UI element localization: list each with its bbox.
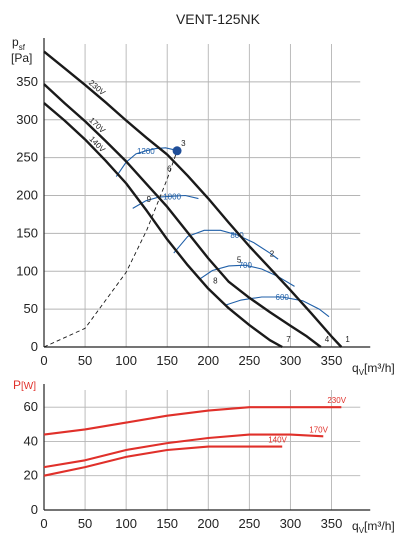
pressure-curve-230v [43, 50, 343, 348]
pressure-x-tick-100: 100 [115, 353, 137, 368]
pressure-x-tick-labels: 0 50 100 150 200 250 300 350 [40, 353, 342, 368]
power-x-tick-50: 50 [78, 516, 92, 531]
rpm-label-700: 700 [239, 261, 253, 270]
operating-points: 1 2 3 4 5 6 7 8 9 [147, 139, 351, 344]
operating-point-label-3: 3 [181, 139, 186, 148]
pressure-y-tick-300: 300 [16, 112, 38, 127]
pressure-y-label-main: p [12, 35, 19, 49]
operating-point-label-1: 1 [345, 335, 350, 344]
power-curve-140v [43, 445, 283, 477]
pressure-chart: 0 50 100 150 200 250 300 350 0 50 100 150 200 250 300… [11, 35, 395, 377]
pressure-curve-140v [43, 102, 283, 349]
pressure-y-tick-200: 200 [16, 188, 38, 203]
power-y-label-unit: [W] [21, 381, 36, 392]
power-y-tick-0: 0 [31, 502, 38, 517]
duct-characteristic-line [43, 150, 178, 348]
pressure-y-tick-250: 250 [16, 150, 38, 165]
power-x-label-sub: V [359, 526, 365, 535]
pressure-x-tick-250: 250 [238, 353, 260, 368]
pressure-curve-170v [43, 83, 322, 348]
rpm-curves: 1200 1000 800 700 600 [115, 147, 330, 318]
pressure-y-label-unit: [Pa] [11, 51, 32, 65]
power-curve-230v [43, 406, 342, 436]
pressure-y-label-sub: sf [19, 43, 26, 52]
pressure-x-tick-200: 200 [197, 353, 219, 368]
power-curves: 230V 170V 140V [43, 396, 347, 477]
pressure-y-tick-100: 100 [16, 263, 38, 278]
rpm-curve-600 [224, 296, 330, 318]
pressure-x-label-main: q [352, 361, 359, 375]
power-curve-170v [43, 433, 324, 469]
power-curve-label-170v: 170V [309, 425, 328, 434]
pressure-x-label-unit: [m³/h] [364, 361, 395, 375]
rpm-curve-1000 [132, 194, 199, 209]
power-x-tick-100: 100 [115, 516, 137, 531]
operating-point-label-8: 8 [213, 277, 218, 286]
power-x-label-main: q [352, 519, 359, 533]
power-y-label-main: P [13, 378, 21, 392]
power-chart: 0 20 40 60 0 50 100 150 200 250 300 350 230V 170V 14… [13, 378, 395, 535]
power-grid [43, 384, 371, 511]
operating-point-label-9: 9 [147, 195, 152, 204]
power-x-tick-350: 350 [321, 516, 343, 531]
operating-point-marker-3 [172, 146, 182, 156]
operating-point-label-7: 7 [286, 335, 291, 344]
power-y-tick-20: 20 [24, 468, 38, 483]
pressure-x-tick-0: 0 [40, 353, 47, 368]
power-x-tick-150: 150 [156, 516, 178, 531]
svg-text:qV[m³/h]: qV[m³/h] [352, 361, 395, 377]
pressure-y-tick-labels: 0 50 100 150 200 250 300 350 [16, 74, 38, 354]
rpm-label-800: 800 [230, 231, 244, 240]
operating-point-label-2: 2 [270, 249, 275, 258]
svg-text:psf: psf [12, 35, 26, 52]
pressure-x-tick-300: 300 [280, 353, 302, 368]
pressure-x-tick-50: 50 [78, 353, 92, 368]
rpm-label-1200: 1200 [137, 147, 155, 156]
power-x-tick-300: 300 [280, 516, 302, 531]
power-x-label-unit: [m³/h] [364, 519, 395, 533]
pressure-y-tick-350: 350 [16, 74, 38, 89]
power-y-axis-label: P[W] [13, 378, 36, 392]
duct-characteristic [43, 150, 178, 348]
operating-point-label-6: 6 [167, 165, 172, 174]
power-curve-label-230v: 230V [327, 396, 346, 405]
power-x-tick-labels: 0 50 100 150 200 250 300 350 [40, 516, 342, 531]
chart-title: VENT-125NK [176, 11, 261, 27]
power-x-axis-label: qV[m³/h] [352, 519, 395, 535]
operating-point-label-5: 5 [237, 255, 242, 264]
power-curve-label-140v: 140V [268, 436, 287, 445]
power-x-tick-250: 250 [238, 516, 260, 531]
rpm-label-600: 600 [276, 293, 290, 302]
pressure-x-axis-label: qV[m³/h] [352, 361, 395, 377]
pressure-y-tick-150: 150 [16, 225, 38, 240]
pressure-x-tick-350: 350 [321, 353, 343, 368]
pressure-y-axis-label: psf [Pa] [11, 35, 32, 65]
power-y-tick-labels: 0 20 40 60 [24, 399, 38, 517]
power-y-tick-60: 60 [24, 399, 38, 414]
power-y-tick-40: 40 [24, 433, 38, 448]
rpm-label-1000: 1000 [163, 192, 181, 201]
pressure-grid [43, 38, 371, 348]
power-x-tick-200: 200 [197, 516, 219, 531]
pressure-y-tick-50: 50 [24, 301, 38, 316]
pressure-x-label-sub: V [359, 368, 365, 377]
pressure-x-tick-150: 150 [156, 353, 178, 368]
power-x-tick-0: 0 [40, 516, 47, 531]
pressure-y-tick-0: 0 [31, 339, 38, 354]
operating-point-label-4: 4 [325, 335, 330, 344]
